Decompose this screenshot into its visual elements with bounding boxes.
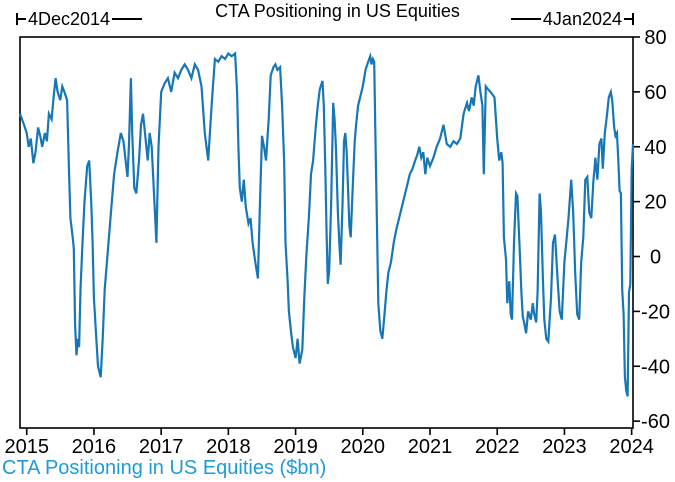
y-axis-tick-label: 80 bbox=[644, 27, 666, 49]
range-end-label: 4Jan2024 bbox=[542, 9, 622, 29]
range-end-dash bbox=[624, 18, 632, 20]
y-axis-tick-label: 60 bbox=[644, 82, 666, 104]
chart-title: CTA Positioning in US Equities bbox=[215, 1, 460, 21]
x-axis-tick-label: 2022 bbox=[475, 436, 520, 458]
y-axis-tick-label: 0 bbox=[650, 247, 661, 269]
range-start-dash bbox=[18, 18, 26, 20]
y-axis-tick-label: 40 bbox=[644, 137, 666, 159]
x-axis-tick-label: 2020 bbox=[341, 436, 386, 458]
x-axis-tick-label: 2015 bbox=[4, 436, 49, 458]
x-axis-tick-label: 2024 bbox=[609, 436, 654, 458]
range-end-leading-dash bbox=[510, 18, 541, 20]
y-axis-tick-label: -60 bbox=[641, 411, 670, 433]
range-start-label: 4Dec2014 bbox=[28, 9, 111, 29]
range-end-cap-tick bbox=[632, 13, 634, 25]
x-axis-tick-label: 2016 bbox=[72, 436, 117, 458]
x-axis-tick-label: 2021 bbox=[408, 436, 453, 458]
range-end-marker: 4Jan2024 bbox=[510, 9, 634, 29]
y-axis-tick-label: 20 bbox=[644, 192, 666, 214]
range-start-cap-tick bbox=[16, 13, 18, 25]
plot-border bbox=[19, 36, 634, 429]
cta-positioning-line bbox=[18, 51, 635, 397]
x-axis-tick-label: 2023 bbox=[542, 436, 587, 458]
range-start-trailing-dash bbox=[112, 18, 143, 20]
y-axis-tick-label: -40 bbox=[641, 356, 670, 378]
x-axis-tick-label: 2017 bbox=[139, 436, 184, 458]
chart-caption: CTA Positioning in US Equities ($bn) bbox=[2, 457, 327, 479]
y-axis-tick-label: -20 bbox=[641, 301, 670, 323]
x-axis-tick-label: 2018 bbox=[206, 436, 251, 458]
x-axis-tick-label: 2019 bbox=[273, 436, 318, 458]
range-start-marker: 4Dec2014 bbox=[16, 9, 143, 29]
